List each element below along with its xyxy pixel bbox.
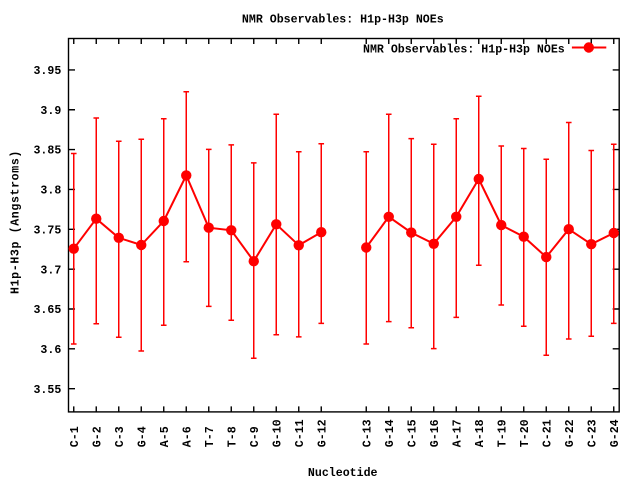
svg-text:Nucleotide: Nucleotide [308, 467, 378, 480]
svg-text:3.95: 3.95 [33, 65, 61, 78]
svg-text:3.65: 3.65 [33, 304, 61, 317]
svg-text:NMR Observables: H1p-H3p NOEs: NMR Observables: H1p-H3p NOEs [242, 14, 444, 27]
svg-text:C-15: C-15 [407, 419, 420, 447]
svg-text:G-24: G-24 [609, 419, 622, 447]
svg-text:G-4: G-4 [137, 426, 150, 447]
svg-text:3.7: 3.7 [40, 264, 61, 277]
svg-text:C-3: C-3 [114, 426, 127, 447]
svg-text:A-5: A-5 [159, 426, 172, 447]
svg-text:C-9: C-9 [249, 426, 262, 447]
svg-text:G-22: G-22 [564, 419, 577, 447]
svg-text:T-20: T-20 [519, 419, 532, 447]
svg-text:G-16: G-16 [429, 419, 442, 447]
svg-text:G-10: G-10 [272, 419, 285, 447]
svg-text:3.9: 3.9 [40, 105, 61, 118]
svg-text:3.8: 3.8 [40, 185, 61, 198]
svg-text:NMR Observables: H1p-H3p NOEs: NMR Observables: H1p-H3p NOEs [363, 43, 565, 56]
svg-text:3.75: 3.75 [33, 224, 61, 237]
svg-text:G-12: G-12 [317, 419, 330, 447]
svg-text:C-23: C-23 [587, 419, 600, 447]
svg-text:C-21: C-21 [542, 419, 555, 447]
svg-text:H1p-H3p (Angstroms): H1p-H3p (Angstroms) [9, 150, 22, 294]
svg-text:T-19: T-19 [497, 419, 510, 447]
svg-text:G-14: G-14 [384, 419, 397, 447]
svg-text:A-18: A-18 [474, 419, 487, 447]
svg-text:C-1: C-1 [69, 426, 82, 447]
svg-text:A-6: A-6 [182, 426, 195, 447]
svg-text:C-11: C-11 [294, 419, 307, 447]
svg-text:3.85: 3.85 [33, 145, 61, 158]
svg-text:T-8: T-8 [227, 426, 240, 447]
svg-text:3.6: 3.6 [40, 344, 61, 357]
svg-text:C-13: C-13 [362, 419, 375, 447]
svg-text:A-17: A-17 [452, 419, 465, 447]
svg-text:T-7: T-7 [204, 426, 217, 447]
svg-text:3.55: 3.55 [33, 384, 61, 397]
svg-text:G-2: G-2 [92, 426, 105, 447]
